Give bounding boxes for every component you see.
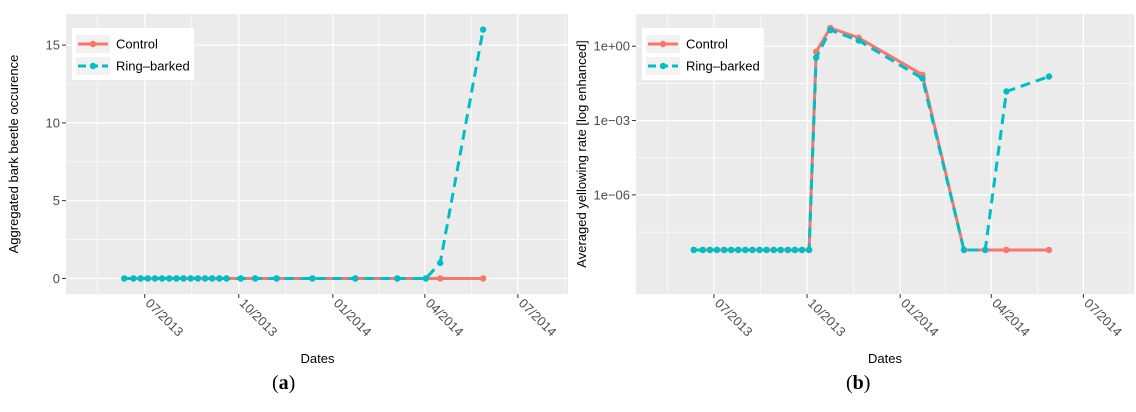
legend-key-point <box>89 62 97 70</box>
data-point-control <box>1003 246 1010 254</box>
data-point-ring-barked <box>187 275 194 282</box>
y-tick-label: 15 <box>46 38 60 53</box>
x-axis-title: Dates <box>868 351 902 366</box>
caption-a: (a) <box>272 372 296 394</box>
data-point-ring-barked <box>720 246 728 254</box>
data-point-ring-barked <box>805 246 813 254</box>
x-tick-label: 04/2014 <box>423 296 467 340</box>
x-tick-label: 07/2013 <box>712 296 756 340</box>
y-tick-label: 0 <box>53 271 60 286</box>
data-point-ring-barked <box>394 275 401 282</box>
data-point-ring-barked <box>194 275 202 282</box>
data-point-ring-barked <box>777 246 784 254</box>
data-point-ring-barked <box>784 246 792 254</box>
data-point-ring-barked <box>422 275 430 282</box>
data-point-ring-barked <box>251 275 259 282</box>
chart-b: 07/2013 10/2013 01/2014 04/2014 07/2014 1e−06… <box>574 14 1134 366</box>
data-point-ring-barked <box>216 275 223 282</box>
data-point-ring-barked <box>713 246 721 254</box>
x-tick-label: 01/2014 <box>898 296 942 340</box>
x-tick-label: 01/2014 <box>331 296 375 340</box>
y-tick-label: 5 <box>53 193 60 208</box>
data-point-ring-barked <box>798 246 806 254</box>
legend-key-point <box>659 62 667 70</box>
data-point-ring-barked <box>158 275 166 282</box>
data-point-ring-barked <box>273 275 280 282</box>
data-point-ring-barked <box>223 275 230 282</box>
legend-key-point <box>89 40 97 48</box>
data-point-ring-barked <box>479 26 487 33</box>
x-tick-label: 10/2013 <box>805 296 849 340</box>
legend-label-control: Control <box>116 37 158 52</box>
x-tick-label: 10/2013 <box>237 296 281 340</box>
data-point-ring-barked <box>791 246 799 254</box>
data-point-ring-barked <box>309 275 316 282</box>
y-tick-label: 1e+00 <box>593 39 630 54</box>
data-point-ring-barked <box>756 246 763 254</box>
data-point-ring-barked <box>201 275 209 282</box>
caption-b: (b) <box>846 372 871 394</box>
y-axis-title: Aggregated bark beetle occurence <box>6 55 21 254</box>
data-point-ring-barked <box>763 246 770 254</box>
data-point-ring-barked <box>827 26 834 34</box>
x-tick-label: 04/2014 <box>989 296 1033 340</box>
data-point-ring-barked <box>699 246 707 254</box>
data-point-ring-barked <box>735 246 742 254</box>
data-point-control <box>479 275 487 282</box>
data-point-control <box>436 275 444 282</box>
data-point-ring-barked <box>121 275 128 282</box>
data-point-ring-barked <box>812 54 820 61</box>
data-point-ring-barked <box>237 275 245 282</box>
data-point-ring-barked <box>436 259 444 267</box>
y-tick-label: 10 <box>46 115 60 130</box>
x-tick-label: 07/2014 <box>1081 296 1125 340</box>
data-point-ring-barked <box>180 275 187 282</box>
x-tick-label: 07/2014 <box>516 296 560 340</box>
legend-label-ring-barked: Ring–barked <box>116 59 190 74</box>
data-point-ring-barked <box>982 246 989 254</box>
data-point-ring-barked <box>144 275 151 282</box>
x-axis-title: Dates <box>301 351 335 366</box>
y-tick-label: 1e−06 <box>593 187 630 202</box>
data-point-ring-barked <box>1003 88 1010 95</box>
data-point-ring-barked <box>919 75 926 82</box>
chart-a: 07/2013 10/2013 01/2014 04/2014 07/2014 0 5 10 1… <box>6 14 568 366</box>
data-point-ring-barked <box>352 275 359 282</box>
y-axis-title: Averaged yellowing rate [log enhanced] <box>574 40 589 267</box>
data-point-ring-barked <box>130 275 137 282</box>
data-point-ring-barked <box>151 275 159 282</box>
data-point-ring-barked <box>690 246 697 254</box>
legend-label-ring-barked: Ring–barked <box>686 59 760 74</box>
data-point-ring-barked <box>1045 73 1053 80</box>
y-tick-label: 1e−03 <box>593 113 630 128</box>
legend-label-control: Control <box>686 37 728 52</box>
data-point-ring-barked <box>706 246 714 254</box>
data-point-ring-barked <box>855 37 862 44</box>
data-point-ring-barked <box>166 275 173 282</box>
data-point-ring-barked <box>749 246 756 254</box>
legend-key-point <box>659 40 667 48</box>
data-point-ring-barked <box>173 275 180 282</box>
data-point-ring-barked <box>770 246 777 254</box>
data-point-ring-barked <box>208 275 216 282</box>
data-point-ring-barked <box>137 275 144 282</box>
series-line-ring-barked <box>124 29 485 280</box>
data-point-control <box>1045 246 1053 254</box>
data-point-ring-barked <box>960 246 968 254</box>
x-tick-label: 07/2013 <box>143 296 187 340</box>
data-point-ring-barked <box>742 246 749 254</box>
data-point-ring-barked <box>727 246 735 254</box>
